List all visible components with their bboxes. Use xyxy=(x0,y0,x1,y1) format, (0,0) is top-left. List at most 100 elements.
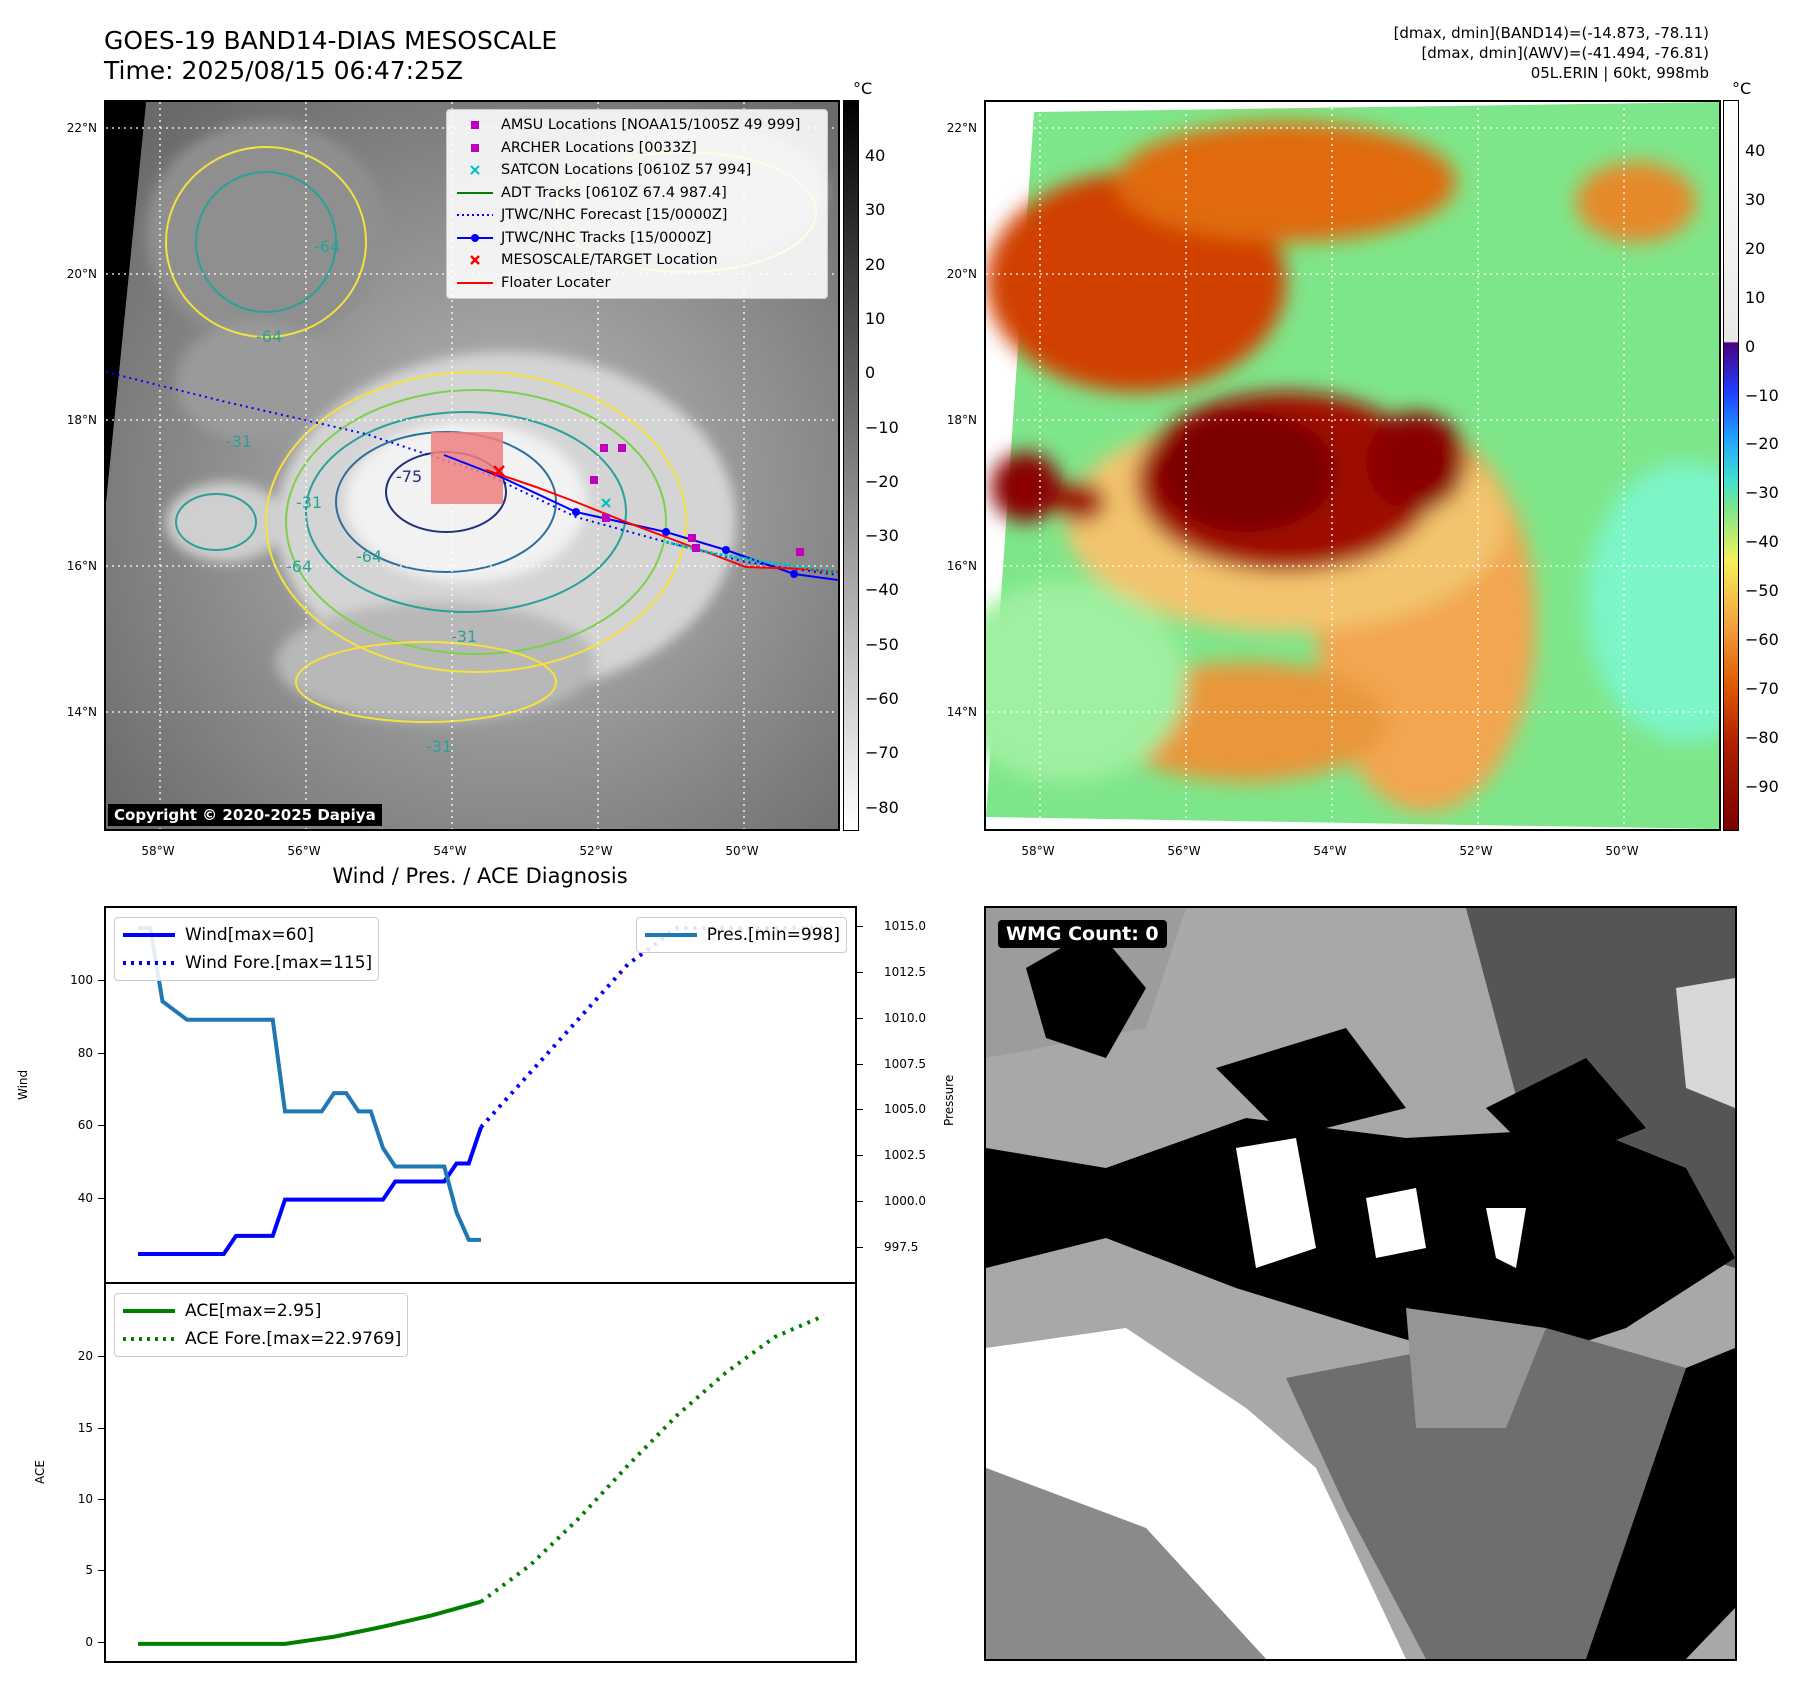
lon-tick-label: 52°W xyxy=(579,844,613,858)
lon-tick-label: 58°W xyxy=(1021,844,1055,858)
colorbar-tick-label: 30 xyxy=(865,200,886,220)
ir-colorbar xyxy=(843,100,859,831)
solid-line-icon xyxy=(123,1309,175,1313)
legend-item-forecast: JTWC/NHC Forecast [15/0000Z] xyxy=(455,204,819,227)
tick-mark xyxy=(98,980,104,982)
tick-mark xyxy=(98,1570,104,1572)
wind-tick-label: 80 xyxy=(77,1045,93,1060)
colorbar-tick-label: −60 xyxy=(865,689,899,708)
colorbar-tick-label: 0 xyxy=(1745,336,1756,356)
contour-label: -31 xyxy=(296,493,322,512)
colorbar-tick-label: 0 xyxy=(865,363,876,383)
series-line-2 xyxy=(138,926,481,1242)
lat-tick-label: 14°N xyxy=(946,705,977,719)
wind-tick-label: 100 xyxy=(70,973,93,988)
wmg-imagery xyxy=(986,908,1735,1659)
colorbar-tick-label: 30 xyxy=(1745,189,1766,209)
colorbar-tick-label: 10 xyxy=(865,308,886,328)
legend-item-ace: ACE[max=2.95] xyxy=(121,1297,401,1325)
pressure-tick-label: 997.5 xyxy=(884,1240,919,1254)
ace-tick-label: 15 xyxy=(77,1420,93,1435)
lon-tick-label: 52°W xyxy=(1459,844,1493,858)
ace-axis-label: ACE xyxy=(33,1460,47,1484)
ace-tick-label: 0 xyxy=(85,1634,93,1649)
colorbar-tick-label: −40 xyxy=(1745,532,1779,552)
tick-mark xyxy=(857,1155,863,1157)
ir-color-imagery xyxy=(986,102,1719,829)
legend-item-pressure: Pres.[min=998] xyxy=(643,921,840,949)
colorbar-tick-label: −50 xyxy=(865,634,899,654)
lat-tick-label: 20°N xyxy=(66,267,97,281)
legend-item-target: MESOSCALE/TARGET Location xyxy=(455,249,819,272)
contour-label: -31 xyxy=(426,737,452,756)
wmg-count-badge: WMG Count: 0 xyxy=(998,920,1167,948)
lon-tick-label: 56°W xyxy=(287,844,321,858)
lat-tick-label: 22°N xyxy=(946,121,977,135)
info-line-awv: [dmax, dmin](AWV)=(-41.494, -76.81) xyxy=(1421,44,1709,62)
lat-tick-label: 16°N xyxy=(66,559,97,573)
tick-mark xyxy=(857,1201,863,1203)
dotted-line-icon xyxy=(123,961,175,965)
diagnosis-title: Wind / Pres. / ACE Diagnosis xyxy=(332,864,628,888)
line-dot-icon xyxy=(457,233,493,242)
contour-label: -75 xyxy=(396,467,422,486)
x-marker-icon xyxy=(470,165,480,175)
contour-label: -31 xyxy=(451,627,477,646)
solid-line-icon xyxy=(457,281,493,284)
wind-axis-label: Wind xyxy=(16,1069,30,1100)
wind-tick-label: 60 xyxy=(77,1118,93,1133)
pressure-tick-label: 1002.5 xyxy=(884,1148,926,1163)
pressure-tick-label: 1000.0 xyxy=(884,1194,926,1209)
tick-mark xyxy=(98,1641,104,1643)
solid-line-icon xyxy=(644,933,697,937)
colorbar-tick-label: −90 xyxy=(1745,776,1779,796)
tick-mark xyxy=(98,1052,104,1054)
tick-mark xyxy=(98,1499,104,1501)
figure-title-line1: GOES-19 BAND14-DIAS MESOSCALE xyxy=(104,26,558,55)
square-marker-icon xyxy=(471,143,479,152)
ace-tick-label: 20 xyxy=(77,1349,93,1364)
series-line-0 xyxy=(138,1126,483,1256)
wind-tick-label: 40 xyxy=(77,1190,93,1205)
solid-line-icon xyxy=(123,933,175,937)
wind-legend: Wind[max=60] Wind Fore.[max=115] xyxy=(114,917,380,981)
wmg-map: WMG Count: 0 xyxy=(984,906,1737,1661)
legend-item-ace-forecast: ACE Fore.[max=22.9769] xyxy=(121,1325,401,1353)
pressure-tick-label: 1010.0 xyxy=(884,1010,926,1025)
pressure-tick-label: 1007.5 xyxy=(884,1056,926,1071)
colorbar-tick-label: −30 xyxy=(865,526,899,546)
lon-tick-label: 50°W xyxy=(725,844,759,858)
colorbar-tick-label: 40 xyxy=(1745,141,1766,160)
copyright-label: Copyright © 2020-2025 Dapiya xyxy=(108,804,382,826)
lon-tick-label: 54°W xyxy=(433,844,467,858)
colorbar-tick-label: 20 xyxy=(865,254,886,274)
lat-tick-label: 16°N xyxy=(946,559,977,573)
tick-mark xyxy=(857,1063,863,1065)
tick-mark xyxy=(857,1109,863,1111)
color-colorbar-unit: °C xyxy=(1732,79,1752,98)
tick-mark xyxy=(857,971,863,973)
legend-item-tracks: JTWC/NHC Tracks [15/0000Z] xyxy=(455,227,819,250)
ir-colorbar-unit: °C xyxy=(853,79,873,98)
ace-plot xyxy=(138,1313,825,1646)
lat-tick-label: 22°N xyxy=(66,121,97,135)
colorbar-tick-label: −10 xyxy=(865,417,899,437)
info-line-band14: [dmax, dmin](BAND14)=(-14.873, -78.11) xyxy=(1393,24,1709,42)
legend-item-archer: ARCHER Locations [0033Z] xyxy=(455,137,819,160)
tick-mark xyxy=(857,926,863,927)
contour-label: -64 xyxy=(256,327,282,346)
series-line-1 xyxy=(479,926,824,1129)
pressure-tick-label: 1012.5 xyxy=(884,964,926,979)
legend-item-wind: Wind[max=60] xyxy=(121,921,372,949)
colorbar-tick-label: −20 xyxy=(1745,434,1779,454)
contour-label: -64 xyxy=(314,237,340,256)
colorbar-tick-label: 20 xyxy=(1745,238,1766,258)
figure-title-line2: Time: 2025/08/15 06:47:25Z xyxy=(104,56,463,85)
colorbar-tick-label: 10 xyxy=(1745,287,1766,307)
ace-legend: ACE[max=2.95] ACE Fore.[max=22.9769] xyxy=(114,1293,409,1357)
tick-mark xyxy=(98,1356,104,1358)
ace-chart: ACE[max=2.95] ACE Fore.[max=22.9769] xyxy=(104,1282,857,1663)
ace-tick-label: 10 xyxy=(77,1492,93,1507)
dotted-line-icon xyxy=(123,1337,175,1341)
pressure-tick-label: 1005.0 xyxy=(884,1102,926,1117)
